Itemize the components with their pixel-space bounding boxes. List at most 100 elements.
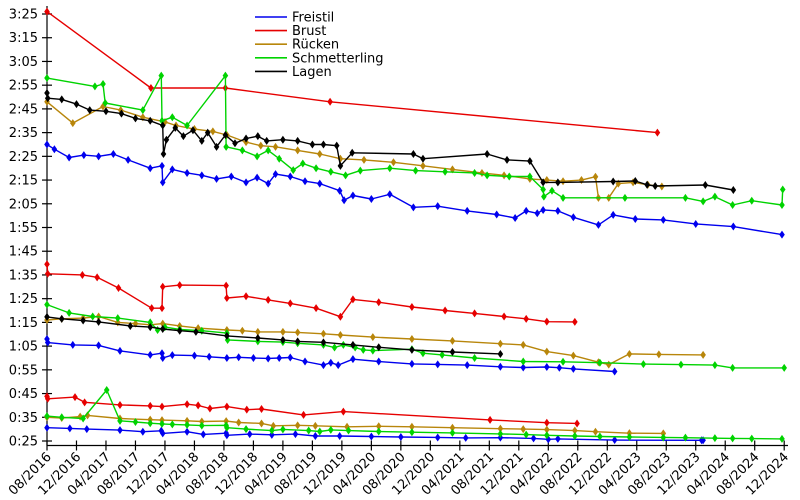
data-point-marker <box>80 414 86 423</box>
data-point-marker <box>337 154 344 163</box>
data-point-marker <box>169 165 176 174</box>
data-point-marker <box>555 206 561 215</box>
legend-label-brust: Brust <box>292 24 326 39</box>
data-point-marker <box>184 400 190 409</box>
data-point-marker <box>127 321 134 330</box>
series-schmetterling-top-cluster <box>44 71 786 209</box>
data-point-marker <box>287 299 294 308</box>
data-point-marker <box>193 327 199 336</box>
data-point-marker <box>44 260 50 269</box>
data-point-marker <box>632 177 639 186</box>
data-point-marker <box>595 220 602 229</box>
data-point-marker <box>556 363 563 372</box>
data-point-marker <box>255 132 261 141</box>
data-point-marker <box>340 340 347 349</box>
data-point-marker <box>265 295 271 304</box>
data-point-marker <box>239 326 246 335</box>
data-point-marker <box>239 146 246 155</box>
series-brust-bottom-cluster <box>44 392 580 428</box>
y-tick-label: 2:45 <box>9 102 38 117</box>
series-line <box>46 143 783 236</box>
data-point-marker <box>644 180 650 189</box>
data-point-marker <box>375 427 382 436</box>
data-point-marker <box>520 357 527 366</box>
data-point-marker <box>682 433 689 442</box>
data-point-marker <box>549 186 555 195</box>
data-point-marker <box>410 203 417 212</box>
data-point-marker <box>398 432 404 441</box>
data-point-marker <box>327 97 333 106</box>
data-point-marker <box>357 166 364 175</box>
data-point-marker <box>464 361 471 370</box>
data-point-marker <box>169 113 176 122</box>
data-point-marker <box>176 326 183 335</box>
data-point-marker <box>159 161 165 170</box>
series-ruecken-top-cluster <box>44 97 665 202</box>
data-point-marker <box>328 425 334 434</box>
data-point-marker <box>103 107 109 116</box>
data-point-marker <box>132 114 139 123</box>
data-point-marker <box>654 128 661 137</box>
data-point-marker <box>748 196 755 205</box>
data-point-marker <box>700 350 706 359</box>
data-point-marker <box>117 346 123 355</box>
data-point-marker <box>169 351 176 360</box>
data-point-marker <box>578 176 585 185</box>
data-point-marker <box>100 79 106 88</box>
data-point-marker <box>781 363 787 372</box>
data-point-marker <box>263 136 270 145</box>
data-point-marker <box>147 164 154 173</box>
data-point-marker <box>276 154 283 163</box>
data-point-marker <box>420 349 426 358</box>
data-point-marker <box>223 417 229 426</box>
series-schmetterling-bottom-cluster <box>44 385 785 443</box>
data-point-marker <box>439 350 445 359</box>
data-point-marker <box>462 433 469 442</box>
data-point-marker <box>360 345 367 354</box>
data-point-marker <box>67 424 73 433</box>
data-point-marker <box>349 148 356 157</box>
y-tick-label: 2:25 <box>9 150 38 165</box>
data-point-marker <box>224 331 230 340</box>
data-point-marker <box>176 281 183 290</box>
data-point-marker <box>154 325 161 334</box>
data-point-marker <box>544 362 550 371</box>
data-point-marker <box>159 353 166 362</box>
data-point-marker <box>320 140 327 149</box>
y-tick-label: 0:35 <box>9 411 38 426</box>
series-brust-middle-cluster <box>44 260 578 326</box>
data-point-marker <box>44 7 50 16</box>
data-point-marker <box>336 186 343 195</box>
data-point-marker <box>191 351 198 360</box>
data-point-marker <box>280 335 286 344</box>
data-point-marker <box>58 95 65 104</box>
data-point-marker <box>660 433 667 442</box>
data-point-marker <box>309 140 316 149</box>
data-point-marker <box>328 358 334 367</box>
series-freistil-middle-cluster <box>44 334 618 376</box>
data-point-marker <box>290 166 297 175</box>
data-point-marker <box>712 361 718 370</box>
data-point-marker <box>199 421 205 430</box>
data-point-marker <box>605 360 612 369</box>
data-point-marker <box>574 419 580 428</box>
data-point-marker <box>471 168 478 177</box>
data-point-marker <box>44 338 51 347</box>
data-point-marker <box>504 155 510 164</box>
data-point-marker <box>287 353 294 362</box>
data-point-marker <box>270 421 277 430</box>
data-point-marker <box>471 309 478 318</box>
data-point-marker <box>103 385 110 394</box>
data-point-marker <box>434 202 441 211</box>
y-tick-label: 1:15 <box>9 316 38 331</box>
data-point-marker <box>487 415 493 424</box>
data-point-marker <box>80 316 86 325</box>
data-point-marker <box>172 123 179 132</box>
data-point-marker <box>73 100 80 109</box>
y-tick-label: 2:15 <box>9 174 38 189</box>
data-point-marker <box>544 431 550 440</box>
data-point-marker <box>779 185 786 194</box>
data-point-marker <box>269 430 275 439</box>
data-point-marker <box>544 317 550 326</box>
data-point-marker <box>540 178 546 187</box>
